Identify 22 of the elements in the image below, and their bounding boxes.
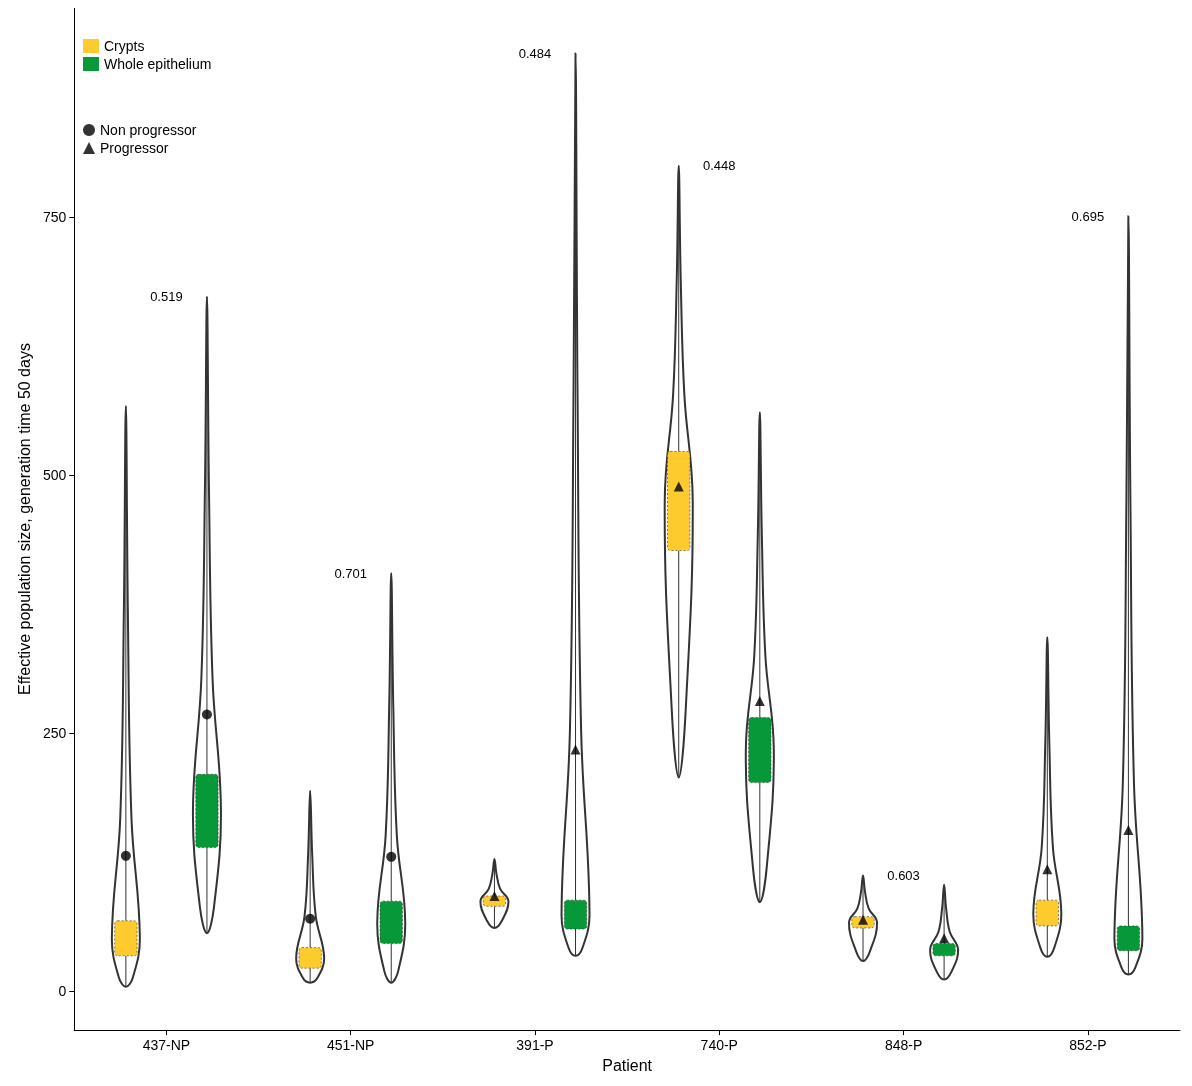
annotation: 0.519	[150, 289, 183, 305]
y-axis-title: Effective population size, generation time 50 days	[15, 343, 33, 696]
y-tick-label: 250	[42, 725, 67, 742]
x-tick-label: 451-NP	[326, 1037, 375, 1054]
annotation: 0.484	[518, 45, 552, 61]
legend-label: Whole epithelium	[104, 56, 212, 72]
legend-label: Non progressor	[100, 122, 197, 138]
legend-label: Crypts	[104, 38, 145, 54]
y-tick-label: 750	[42, 209, 67, 226]
x-axis-title: Patient	[602, 1056, 653, 1074]
legend-label: Progressor	[100, 140, 169, 156]
annotation: 0.603	[887, 867, 920, 883]
x-tick-label: 437-NP	[142, 1037, 191, 1054]
x-tick-label: 740-P	[700, 1037, 738, 1054]
annotation: 0.695	[1071, 208, 1105, 224]
x-tick-label: 391-P	[516, 1037, 554, 1054]
x-tick-label: 852-P	[1069, 1037, 1107, 1054]
annotation: 0.448	[703, 158, 736, 174]
y-tick-label: 500	[42, 467, 67, 484]
annotation: 0.701	[334, 565, 367, 581]
x-tick-label: 848-P	[884, 1037, 923, 1054]
y-tick-label: 0	[58, 982, 67, 999]
